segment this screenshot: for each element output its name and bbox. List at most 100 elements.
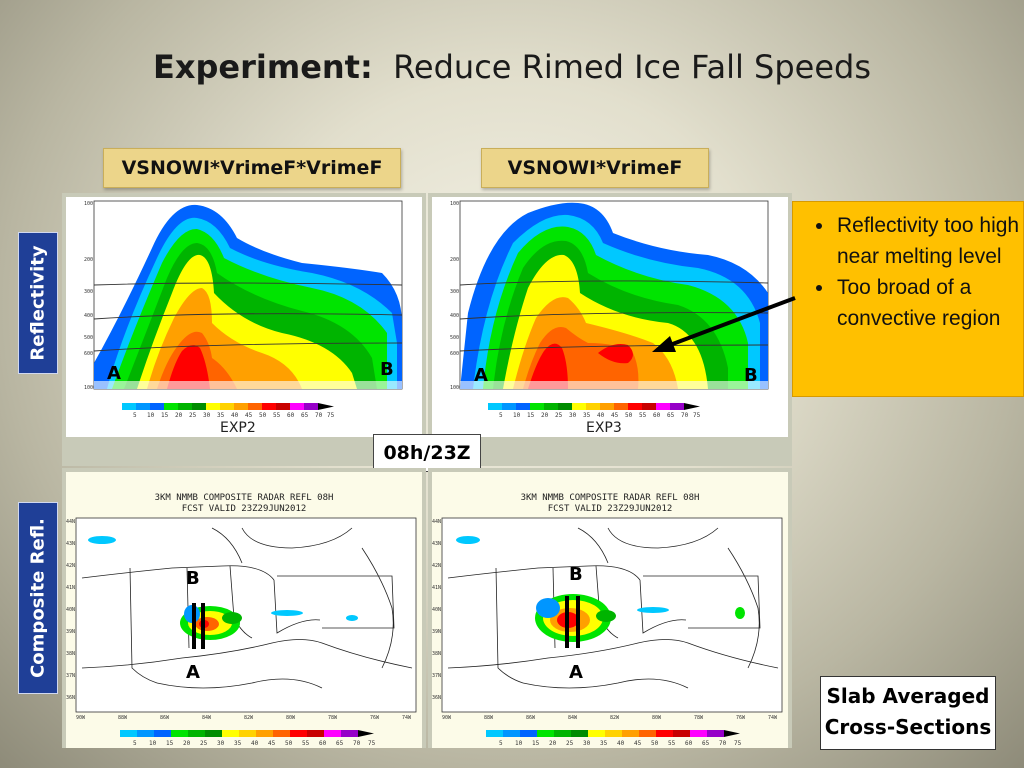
svg-text:75: 75 [368, 740, 376, 747]
point-a-bottom-right: A [569, 662, 583, 683]
cross-section-right-plot: 100 200 300 400 500 600 1000 [432, 197, 788, 437]
map-left-lat-ticks: 44N 43N 42N 41N 40N 39N 38N 37N 36N [66, 519, 75, 701]
slab-note-line2: Cross-Sections [824, 715, 992, 739]
header-left: VSNOWI*VrimeF*VrimeF [103, 148, 401, 188]
svg-text:20: 20 [175, 412, 183, 419]
cross-section-right-panel: 100 200 300 400 500 600 1000 [428, 193, 792, 466]
svg-text:400: 400 [84, 313, 93, 319]
svg-text:40N: 40N [432, 607, 441, 613]
cross-section-left-panel: 100 200 300 400 500 600 1000 [62, 193, 426, 466]
svg-text:84W: 84W [568, 715, 578, 721]
svg-text:45: 45 [611, 412, 619, 419]
svg-text:70: 70 [681, 412, 689, 419]
svg-text:45: 45 [245, 412, 253, 419]
svg-text:39N: 39N [432, 629, 441, 635]
colorbar-right [488, 403, 700, 410]
svg-text:60: 60 [287, 412, 295, 419]
svg-text:70: 70 [315, 412, 323, 419]
svg-text:39N: 39N [66, 629, 75, 635]
svg-text:50: 50 [625, 412, 633, 419]
svg-text:45: 45 [634, 740, 642, 747]
exp2-label: EXP2 [220, 420, 256, 436]
svg-text:75: 75 [693, 412, 701, 419]
svg-text:36N: 36N [432, 695, 441, 701]
svg-text:50: 50 [285, 740, 293, 747]
svg-text:44N: 44N [432, 519, 441, 525]
svg-text:200: 200 [84, 257, 93, 263]
svg-text:86W: 86W [160, 715, 170, 721]
svg-text:10: 10 [513, 412, 521, 419]
map-right-title1: 3KM NMMB COMPOSITE RADAR REFL 08H [521, 493, 700, 503]
svg-text:82W: 82W [610, 715, 620, 721]
side-label-reflectivity-text: Reflectivity [27, 245, 49, 361]
reflectivity-field-left [94, 204, 402, 389]
svg-text:500: 500 [84, 335, 93, 341]
map-left-title1: 3KM NMMB COMPOSITE RADAR REFL 08H [155, 493, 334, 503]
isotherm-lines-left [93, 282, 403, 352]
svg-text:76W: 76W [370, 715, 380, 721]
colorbar-right-ticks: 5 10 15 20 25 30 35 40 45 50 55 60 65 70… [499, 412, 701, 419]
svg-text:20: 20 [549, 740, 557, 747]
svg-text:20: 20 [541, 412, 549, 419]
svg-text:44N: 44N [66, 519, 75, 525]
svg-text:41N: 41N [66, 585, 75, 591]
svg-text:40: 40 [251, 740, 259, 747]
svg-text:100: 100 [84, 201, 93, 207]
svg-text:600: 600 [84, 351, 93, 357]
point-a-top-left: A [107, 363, 121, 384]
svg-text:10: 10 [149, 740, 157, 747]
map-left-title2: FCST VALID 23Z29JUN2012 [182, 504, 307, 514]
cross-section-markers-left [192, 603, 205, 649]
svg-text:30: 30 [583, 740, 591, 747]
svg-text:1000: 1000 [450, 385, 462, 391]
svg-text:50: 50 [259, 412, 267, 419]
svg-text:55: 55 [273, 412, 281, 419]
svg-text:42N: 42N [66, 563, 75, 569]
point-a-bottom-left: A [186, 662, 200, 683]
map-left-panel: 3KM NMMB COMPOSITE RADAR REFL 08H FCST V… [62, 468, 426, 748]
findings-list: Reflectivity too high near melting level… [793, 210, 1023, 334]
state-boundaries-right [447, 527, 779, 689]
map-left-colorbar [120, 730, 374, 737]
svg-text:5: 5 [499, 412, 503, 419]
svg-text:74W: 74W [402, 715, 412, 721]
svg-text:300: 300 [450, 289, 459, 295]
side-label-composite: Composite Refl. [18, 502, 58, 694]
svg-text:40: 40 [597, 412, 605, 419]
svg-text:38N: 38N [66, 651, 75, 657]
svg-text:45: 45 [268, 740, 276, 747]
svg-text:74W: 74W [768, 715, 778, 721]
slab-note: Slab Averaged Cross-Sections [820, 676, 996, 750]
exp3-label: EXP3 [586, 420, 622, 436]
point-a-top-right: A [474, 365, 488, 386]
svg-text:60: 60 [685, 740, 693, 747]
map-left-lon-ticks: 90W 88W 86W 84W 82W 80W 78W 76W 74W [76, 715, 412, 721]
cross-section-left-plot: 100 200 300 400 500 600 1000 [66, 197, 422, 437]
svg-text:25: 25 [555, 412, 563, 419]
isotherm-lines-right [459, 280, 769, 352]
svg-text:20: 20 [183, 740, 191, 747]
svg-text:15: 15 [161, 412, 169, 419]
map-left-plot: 3KM NMMB COMPOSITE RADAR REFL 08H FCST V… [66, 472, 422, 748]
svg-text:10: 10 [147, 412, 155, 419]
pressure-axis-left: 100 200 300 400 500 600 1000 [84, 201, 96, 391]
findings-box: Reflectivity too high near melting level… [792, 201, 1024, 397]
svg-text:15: 15 [532, 740, 540, 747]
svg-text:70: 70 [353, 740, 361, 747]
svg-text:78W: 78W [694, 715, 704, 721]
svg-text:37N: 37N [66, 673, 75, 679]
svg-text:78W: 78W [328, 715, 338, 721]
svg-text:65: 65 [336, 740, 344, 747]
svg-text:35: 35 [217, 412, 225, 419]
svg-text:5: 5 [133, 412, 137, 419]
svg-text:40N: 40N [66, 607, 75, 613]
svg-text:200: 200 [450, 257, 459, 263]
svg-text:40: 40 [617, 740, 625, 747]
map-right-panel: 3KM NMMB COMPOSITE RADAR REFL 08H FCST V… [428, 468, 792, 748]
svg-text:84W: 84W [202, 715, 212, 721]
svg-text:600: 600 [450, 351, 459, 357]
svg-text:5: 5 [133, 740, 137, 747]
svg-text:25: 25 [189, 412, 197, 419]
svg-text:90W: 90W [442, 715, 452, 721]
map-left-colorbar-ticks: 5 10 15 20 25 30 35 40 45 50 55 60 65 70… [133, 740, 376, 747]
